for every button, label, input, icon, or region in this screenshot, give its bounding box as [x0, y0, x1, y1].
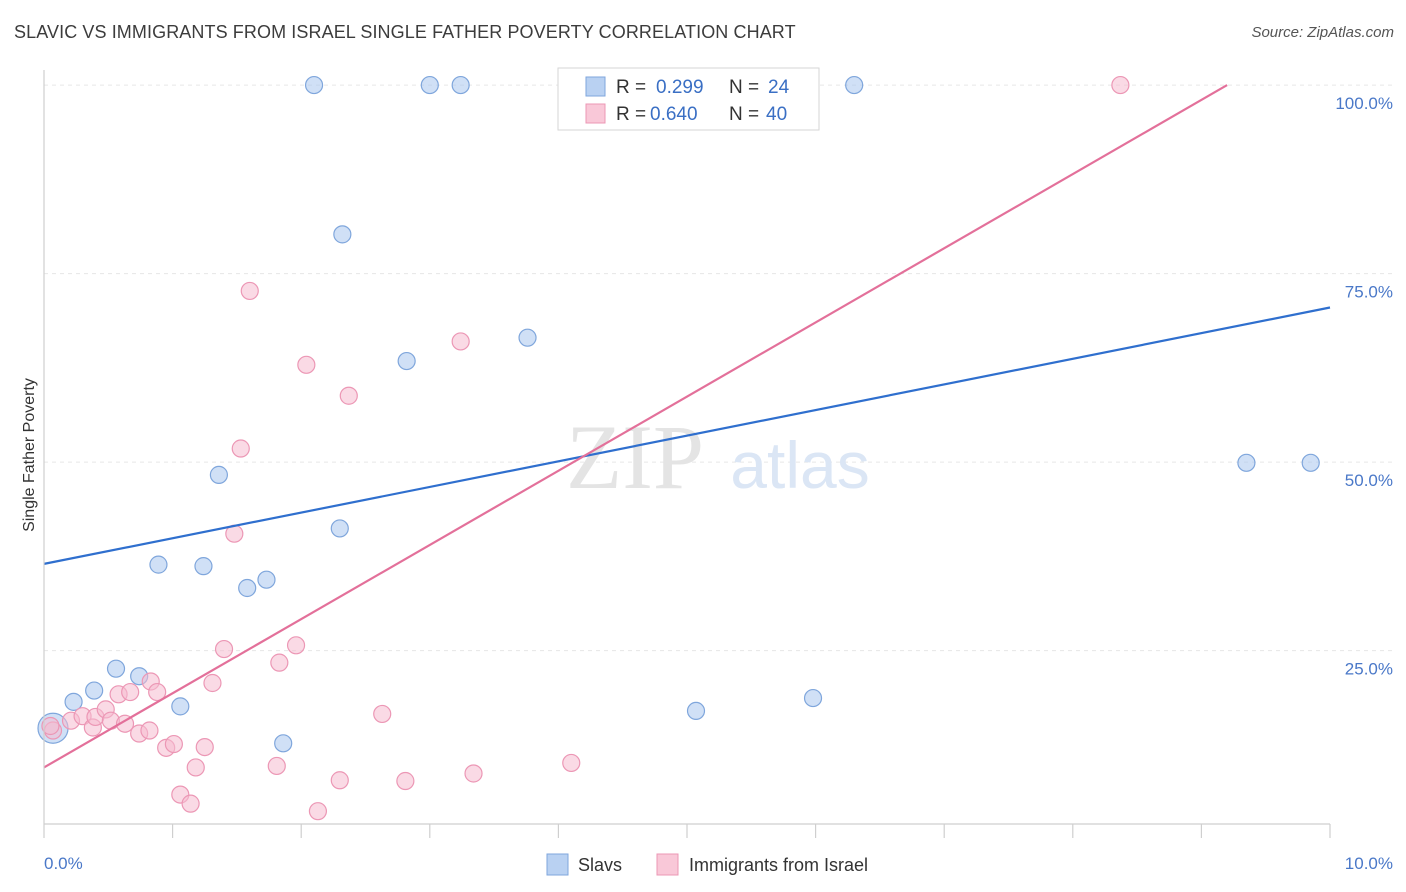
point-israel-38	[1111, 75, 1130, 95]
stats-n-value-slavs: 24	[768, 77, 790, 98]
y-tick-label-3: 100.0%	[1335, 94, 1393, 113]
point-israel-29	[308, 802, 328, 821]
point-israel-17	[181, 794, 200, 813]
point-israel-13	[148, 682, 167, 702]
y-tick-label-0: 25.0%	[1345, 660, 1393, 679]
point-slavs-17	[451, 75, 470, 95]
point-israel-36	[562, 753, 581, 773]
watermark-atlas: atlas	[730, 428, 869, 502]
trend-line-israel	[43, 84, 1228, 769]
point-israel-21	[214, 639, 234, 659]
point-israel-30	[330, 771, 349, 790]
point-slavs-14	[333, 225, 352, 244]
x-tick-label-0: 0.0%	[44, 854, 83, 873]
point-israel-32	[373, 704, 392, 724]
point-israel-9	[121, 682, 140, 702]
legend-swatch-israel	[656, 853, 679, 876]
legend-swatch-slavs	[546, 853, 569, 876]
chart-title: SLAVIC VS IMMIGRANTS FROM ISRAEL SINGLE …	[14, 22, 796, 42]
stats-r-label-slavs: R =	[616, 77, 646, 98]
point-israel-26	[270, 653, 289, 672]
point-slavs-20	[803, 688, 823, 708]
point-slavs-10	[257, 570, 276, 589]
point-slavs-5	[149, 555, 168, 574]
point-israel-39	[41, 716, 60, 736]
x-tick-label-1: 10.0%	[1345, 854, 1393, 873]
chart-source: Source: ZipAtlas.com	[1251, 24, 1394, 41]
point-israel-24	[240, 281, 259, 301]
point-israel-35	[464, 764, 483, 783]
point-slavs-16	[420, 75, 439, 95]
y-axis-tick-labels: 25.0% 50.0% 75.0% 100.0%	[1335, 94, 1393, 679]
point-slavs-19	[686, 701, 706, 721]
point-slavs-11	[274, 734, 293, 753]
point-israel-25	[267, 756, 286, 776]
stats-n-label-israel: N =	[729, 104, 759, 125]
point-israel-34	[451, 332, 470, 351]
y-tick-label-2: 75.0%	[1345, 283, 1393, 302]
point-israel-19	[195, 737, 214, 757]
legend-label-israel: Immigrants from Israel	[689, 855, 868, 875]
point-slavs-2	[85, 681, 104, 700]
watermark-zip: ZIP	[566, 406, 704, 508]
stats-n-label-slavs: N =	[729, 77, 759, 98]
point-israel-27	[286, 636, 306, 655]
stats-swatch-slavs	[585, 76, 606, 97]
stats-n-value-israel: 40	[766, 104, 787, 125]
point-israel-11	[140, 721, 159, 740]
point-slavs-18	[518, 328, 537, 347]
point-slavs-7	[194, 557, 213, 576]
trend-lines	[43, 84, 1331, 769]
point-slavs-21	[845, 75, 864, 95]
point-israel-20	[203, 673, 222, 693]
point-israel-33	[396, 771, 415, 791]
point-slavs-22	[1237, 453, 1256, 472]
legend: Slavs Immigrants from Israel	[546, 853, 868, 876]
point-slavs-13	[330, 519, 349, 538]
gridlines	[44, 84, 1394, 652]
x-axis-ticks	[43, 824, 1331, 838]
data-points	[37, 75, 1320, 821]
point-slavs-8	[209, 465, 228, 484]
point-slavs-15	[397, 351, 416, 371]
trend-line-slavs	[43, 306, 1331, 565]
point-slavs-12	[304, 75, 324, 95]
point-slavs-23	[1301, 453, 1320, 472]
point-israel-31	[339, 386, 358, 405]
stats-swatch-israel	[585, 103, 606, 124]
point-slavs-3	[106, 659, 126, 678]
point-israel-28	[297, 355, 316, 374]
stats-r-label-israel: R =	[616, 104, 646, 125]
x-axis-tick-labels: 0.0% 10.0%	[44, 854, 1393, 873]
point-slavs-1	[64, 692, 83, 711]
point-israel-15	[164, 734, 183, 754]
stats-box: R = 0.299 N = 24 R = 0.640 N = 40	[557, 67, 820, 131]
stats-r-value-slavs: 0.299	[656, 77, 704, 98]
legend-label-slavs: Slavs	[578, 855, 622, 875]
stats-r-value-israel: 0.640	[650, 104, 698, 125]
point-israel-18	[186, 758, 205, 777]
point-slavs-9	[238, 578, 257, 598]
point-slavs-6	[171, 697, 190, 716]
point-israel-23	[231, 439, 250, 458]
y-tick-label-1: 50.0%	[1345, 471, 1393, 490]
y-axis-label: Single Father Poverty	[21, 378, 38, 532]
